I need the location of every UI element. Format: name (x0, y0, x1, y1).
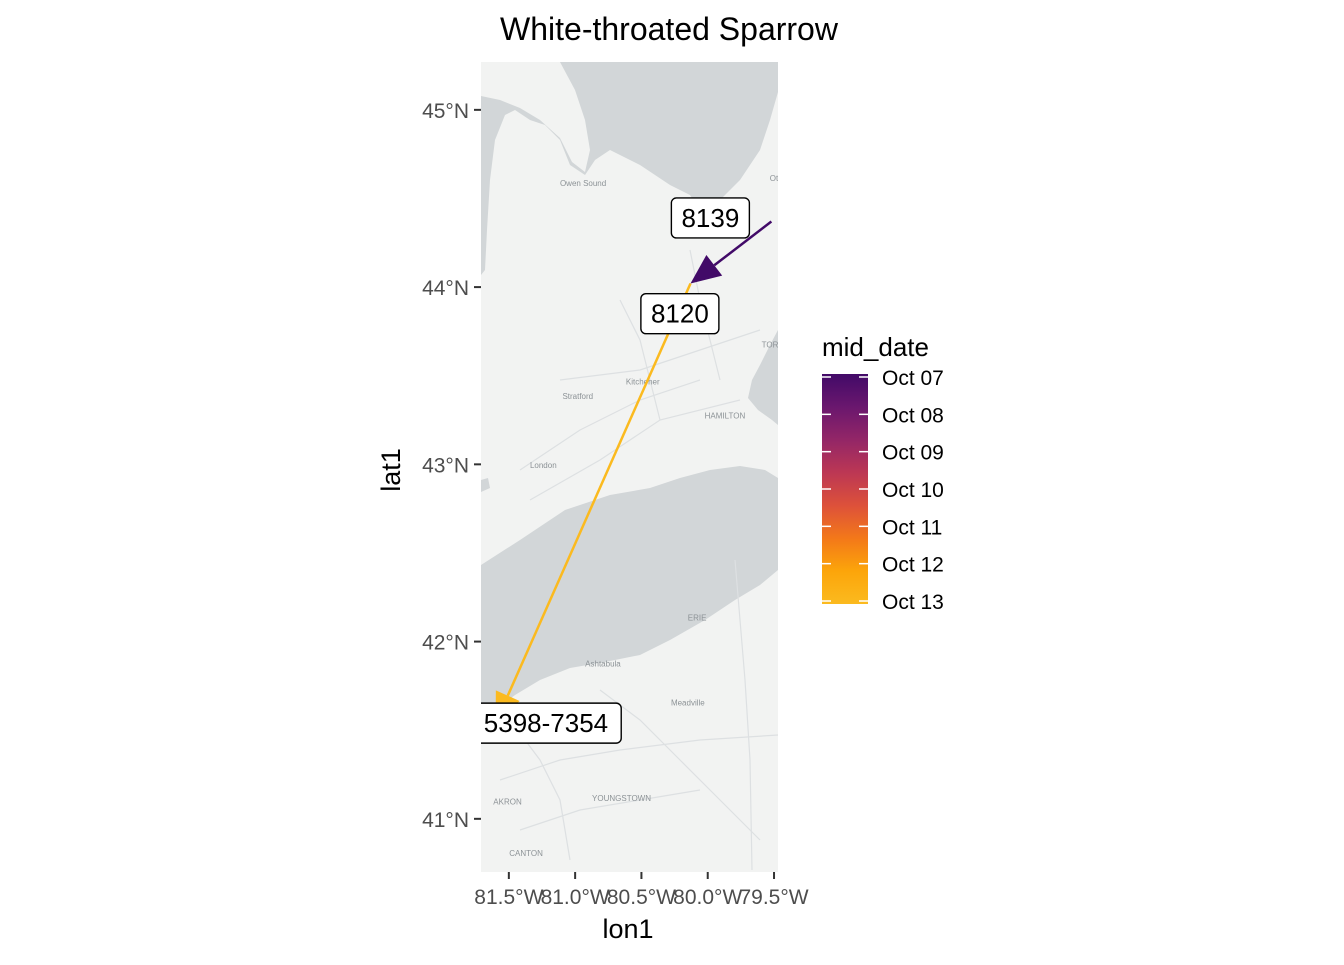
y-tick-label: 43°N (422, 454, 469, 477)
road-line (734, 559, 753, 871)
y-axis-title: lat1 (376, 448, 406, 492)
place-label: YOUNGSTOWN (592, 794, 651, 803)
basemap (481, 62, 778, 718)
chart-title: White-throated Sparrow (500, 11, 839, 47)
legend-label: Oct 13 (882, 591, 944, 614)
place-label: Owen Sound (560, 179, 606, 188)
bruce-peninsula-land (481, 62, 590, 172)
x-tick-label: 81.0°W (541, 886, 610, 909)
place-label: TOR (762, 340, 779, 349)
legend-label: Oct 10 (882, 479, 944, 502)
tag-label-box (481, 702, 622, 744)
road-line (599, 689, 761, 841)
legend-label: Oct 07 (882, 367, 944, 390)
place-label: CANTON (509, 849, 543, 858)
road-line (529, 399, 741, 501)
lake-st-clair-water (481, 478, 490, 492)
tag-labels: 8139 8120 5398-7354 (481, 197, 751, 744)
y-tick-label: 45°N (422, 100, 469, 123)
road-line (619, 299, 661, 421)
legend-label: Oct 08 (882, 404, 944, 427)
x-tick-label: 79.5°W (739, 886, 808, 909)
x-axis-title: lon1 (602, 914, 653, 944)
place-label: Stratford (562, 392, 593, 401)
place-label: Ashtabula (585, 659, 621, 668)
y-tick-label: 41°N (422, 809, 469, 832)
tag-label: 8120 (651, 299, 709, 329)
lake-ontario-water (748, 330, 778, 425)
x-tick-label: 81.5°W (474, 886, 543, 909)
movement-segment (713, 220, 773, 267)
x-tick-label: 80.5°W (607, 886, 676, 909)
road-line (519, 379, 701, 471)
place-label: Meadville (671, 698, 705, 707)
legend-label: Oct 11 (882, 516, 942, 539)
place-label: HAMILTON (705, 411, 746, 420)
segment-arrowhead (690, 254, 723, 284)
place-label: London (530, 461, 557, 470)
map-panel: Owen Sound Kitchener Stratford HAMILTON Lond… (481, 62, 779, 872)
tag-label-box (670, 197, 751, 239)
y-tick-label: 42°N (422, 632, 469, 655)
lake-erie-water (481, 466, 778, 718)
tag-label: 5398-7354 (484, 708, 608, 738)
road-line (519, 789, 701, 831)
legend-label: Oct 12 (882, 554, 944, 577)
place-labels: Owen Sound Kitchener Stratford HAMILTON Lond… (481, 174, 779, 858)
tag-label-box (640, 292, 720, 335)
tag-label: 8139 (681, 203, 739, 233)
legend-label: Oct 09 (882, 442, 944, 465)
x-axis: 81.5°W81.0°W80.5°W80.0°W79.5°W (474, 872, 809, 909)
y-axis: 41°N 42°N 43°N 44°N 45°N (422, 100, 481, 832)
legend-title: mid_date (822, 332, 929, 362)
y-tick-label: 44°N (422, 277, 469, 300)
road-line (559, 329, 761, 381)
place-label: Kitchener (626, 378, 660, 387)
place-label: AKRON (493, 798, 522, 807)
place-label: ERIE (688, 613, 707, 622)
place-label: Ot (770, 174, 779, 183)
movement-segment (506, 283, 692, 697)
road-line (499, 734, 778, 781)
x-tick-label: 80.0°W (673, 886, 742, 909)
legend-ticks: Oct 07 Oct 08 Oct 09 Oct 10 Oct 11 Oct 12 Oct … (822, 367, 944, 614)
